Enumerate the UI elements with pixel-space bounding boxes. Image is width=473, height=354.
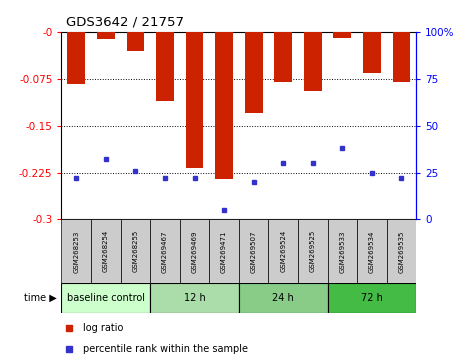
Text: percentile rank within the sample: percentile rank within the sample <box>83 344 248 354</box>
Text: GSM269507: GSM269507 <box>251 230 257 273</box>
Bar <box>67 32 85 84</box>
Text: 72 h: 72 h <box>361 293 383 303</box>
Bar <box>150 219 180 283</box>
Bar <box>268 219 298 283</box>
Bar <box>333 32 351 38</box>
Bar <box>304 32 322 91</box>
Text: GSM268254: GSM268254 <box>103 230 109 273</box>
Bar <box>61 283 150 313</box>
Text: GDS3642 / 21757: GDS3642 / 21757 <box>66 15 184 28</box>
Bar <box>97 32 114 39</box>
Bar <box>126 32 144 51</box>
Bar <box>239 283 327 313</box>
Bar <box>387 219 416 283</box>
Bar <box>121 219 150 283</box>
Bar <box>150 283 239 313</box>
Bar <box>245 32 263 113</box>
Text: GSM269535: GSM269535 <box>398 230 404 273</box>
Bar <box>274 32 292 82</box>
Text: GSM269467: GSM269467 <box>162 230 168 273</box>
Text: GSM268253: GSM268253 <box>73 230 79 273</box>
Bar <box>357 219 387 283</box>
Bar <box>185 32 203 168</box>
Text: baseline control: baseline control <box>67 293 145 303</box>
Bar <box>156 32 174 101</box>
Text: GSM269471: GSM269471 <box>221 230 227 273</box>
Bar <box>363 32 381 73</box>
Text: GSM269469: GSM269469 <box>192 230 198 273</box>
Bar <box>209 219 239 283</box>
Text: time ▶: time ▶ <box>24 293 57 303</box>
Text: 12 h: 12 h <box>184 293 205 303</box>
Text: GSM269534: GSM269534 <box>369 230 375 273</box>
Bar <box>298 219 327 283</box>
Text: log ratio: log ratio <box>83 323 123 333</box>
Text: GSM268255: GSM268255 <box>132 230 139 273</box>
Text: GSM269525: GSM269525 <box>310 230 316 273</box>
Bar <box>61 219 91 283</box>
Text: GSM269533: GSM269533 <box>339 230 345 273</box>
Bar <box>180 219 209 283</box>
Bar <box>215 32 233 179</box>
Text: 24 h: 24 h <box>272 293 294 303</box>
Bar <box>239 219 269 283</box>
Bar <box>393 32 410 82</box>
Bar <box>327 283 416 313</box>
Bar <box>91 219 121 283</box>
Text: GSM269524: GSM269524 <box>280 230 286 273</box>
Bar <box>327 219 357 283</box>
